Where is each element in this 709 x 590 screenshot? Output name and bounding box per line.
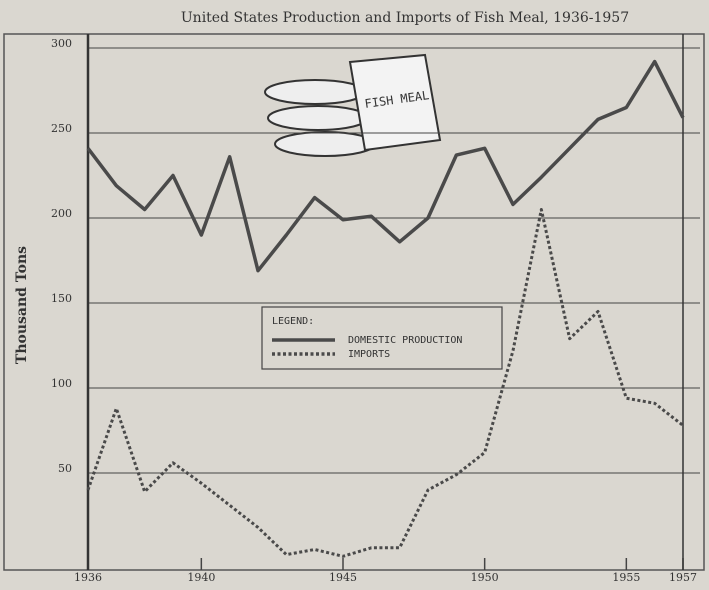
x-tick-label: 1955	[612, 571, 640, 584]
series-line	[86, 59, 685, 273]
y-tick-label: 250	[51, 122, 72, 135]
y-tick-label: 50	[58, 462, 72, 475]
y-tick-label: 200	[51, 207, 72, 220]
legend-box	[261, 306, 503, 370]
legend-label: IMPORTS	[348, 349, 390, 360]
y-axis-label: Thousand Tons	[14, 246, 30, 364]
x-tick-label: 1945	[329, 571, 357, 584]
series-line	[86, 208, 684, 558]
legend: LEGEND: DOMESTIC PRODUCTION IMPORTS	[261, 306, 503, 370]
illustration: FISH MEAL	[264, 53, 442, 157]
x-tick-label: 1936	[74, 571, 102, 584]
legend-title: LEGEND:	[272, 316, 314, 327]
y-tick-label: 300	[51, 37, 72, 50]
y-tick-label: 150	[51, 292, 72, 305]
x-tick-label: 1957	[669, 571, 697, 584]
x-tick-label: 1940	[187, 571, 215, 584]
legend-label: DOMESTIC PRODUCTION	[348, 335, 462, 346]
x-tick-label: 1950	[471, 571, 499, 584]
chart-title: United States Production and Imports of …	[181, 10, 629, 26]
frame	[3, 33, 705, 571]
y-tick-label: 100	[51, 377, 72, 390]
